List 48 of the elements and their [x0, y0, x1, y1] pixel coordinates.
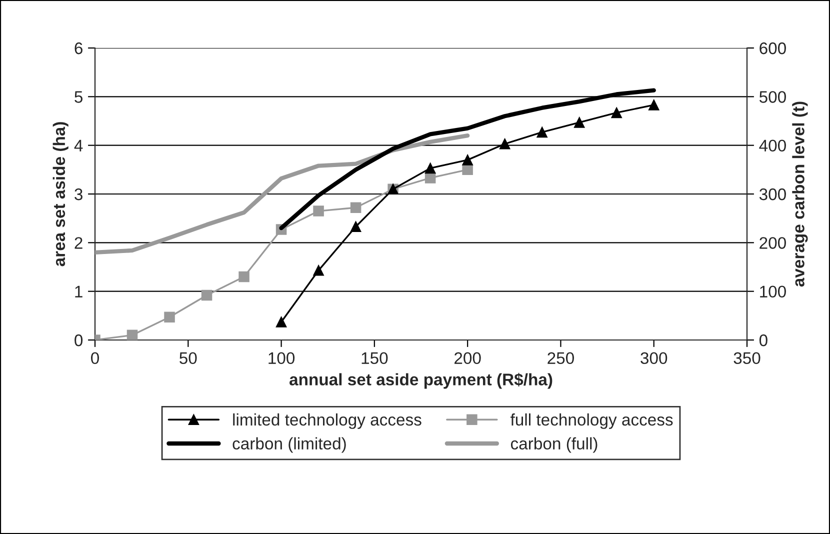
- x-tick-label: 200: [454, 352, 481, 364]
- y-tick-label: 0: [74, 334, 83, 346]
- x-tick-label: 250: [548, 352, 574, 364]
- x-tick-label: 0: [91, 352, 99, 364]
- x-tick-label: 100: [268, 352, 295, 364]
- point: [536, 126, 548, 138]
- y-axis-title: area set aside (ha): [52, 122, 68, 266]
- point: [611, 107, 622, 118]
- x-tick-label: 150: [362, 352, 388, 364]
- point: [313, 206, 324, 216]
- legend-label: carbon (limited): [232, 437, 346, 453]
- point: [350, 221, 362, 232]
- point: [574, 117, 585, 128]
- y2-tick-label: 0: [759, 334, 768, 346]
- point: [164, 312, 175, 323]
- y2-tick-label: 200: [760, 237, 786, 249]
- point: [201, 290, 212, 301]
- y-tick-label: 1: [75, 286, 82, 298]
- point: [350, 202, 362, 214]
- legend-label: full technology access: [510, 413, 673, 429]
- y2-tick-label: 100: [760, 286, 786, 298]
- legend-label: limited technology access: [233, 413, 422, 429]
- x-axis-title: annual set aside payment (R$/ha): [290, 372, 552, 389]
- y-tick-label: 3: [74, 188, 82, 200]
- point: [499, 138, 510, 150]
- point: [424, 172, 436, 184]
- y-tick-label: 4: [74, 140, 83, 152]
- y2-tick-label: 400: [759, 140, 786, 152]
- point: [238, 271, 250, 282]
- line-series: [95, 134, 470, 254]
- y2-axis-title: average carbon level (t): [792, 102, 808, 287]
- y2-tick-label: 300: [759, 188, 786, 200]
- point: [313, 265, 324, 276]
- point: [276, 316, 287, 328]
- y-tick-label: 6: [74, 42, 82, 54]
- y-tick-label: 5: [74, 91, 82, 103]
- point: [462, 154, 473, 166]
- y2-tick-label: 500: [759, 91, 786, 103]
- x-tick-label: 300: [640, 352, 668, 364]
- y2-tick-label: 600: [760, 42, 786, 54]
- y-tick-label: 2: [74, 237, 82, 249]
- x-tick-label: 350: [734, 352, 760, 364]
- point: [462, 164, 473, 176]
- point: [424, 162, 436, 174]
- point: [648, 100, 660, 110]
- point: [126, 330, 138, 340]
- legend-label: carbon (full): [510, 437, 598, 453]
- x-tick-label: 50: [180, 352, 197, 364]
